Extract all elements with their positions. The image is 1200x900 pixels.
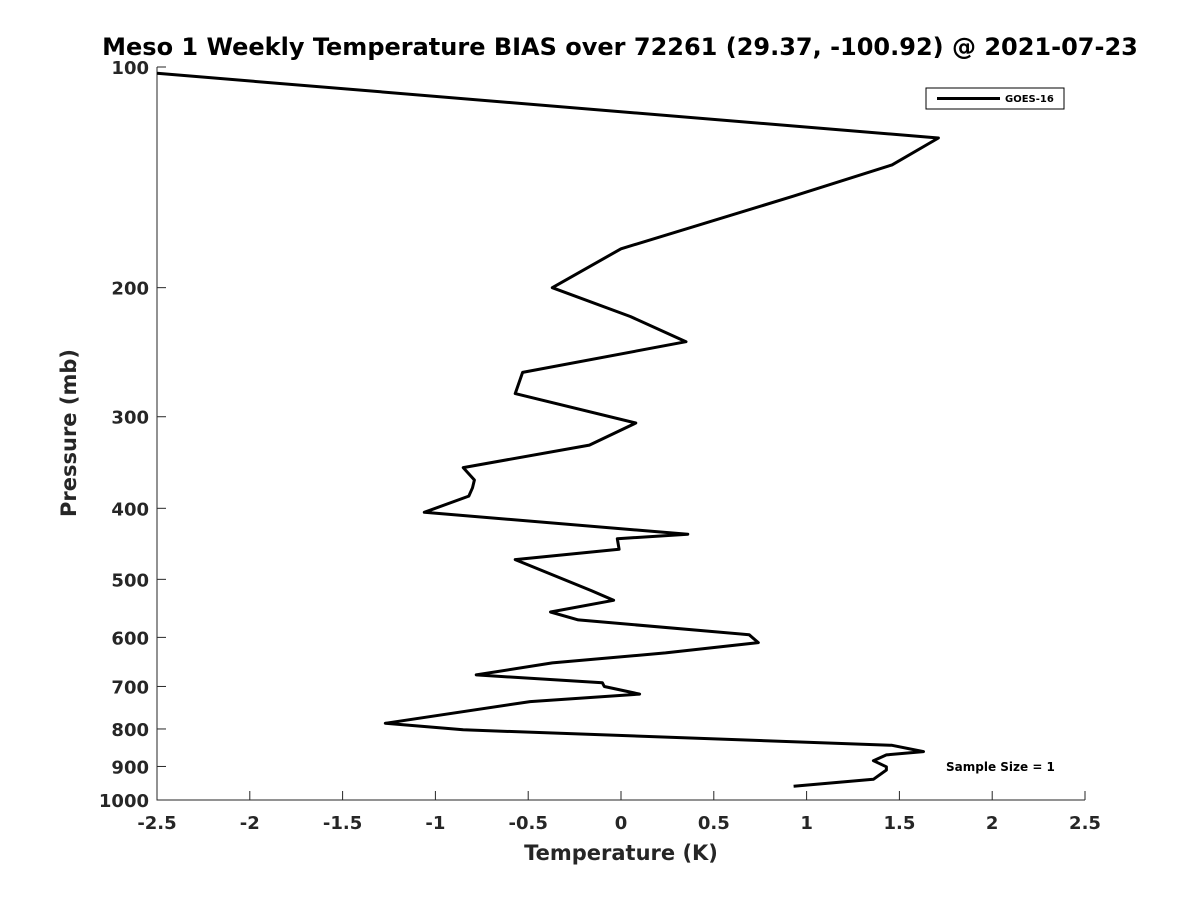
x-tick-label: 0 xyxy=(615,813,628,834)
y-tick-label: 100 xyxy=(111,58,149,79)
y-tick-label: 900 xyxy=(111,757,149,778)
x-tick-label: -1 xyxy=(425,813,445,834)
x-axis-label: Temperature (K) xyxy=(524,841,718,865)
sample-size-annotation: Sample Size = 1 xyxy=(946,760,1055,774)
y-tick-label: 800 xyxy=(111,720,149,741)
x-tick-label: -0.5 xyxy=(509,813,548,834)
series-layer xyxy=(156,71,940,788)
plot-area: -2.5 -2 -1.5 -1 -0.5 0 0.5 1 1.5 2 2.5 100 200 300 40… xyxy=(99,58,1101,834)
y-tick-label: 300 xyxy=(111,408,149,429)
y-tick-label: 600 xyxy=(111,628,149,649)
y-tick-label: 500 xyxy=(111,570,149,591)
x-tick-label: 1 xyxy=(800,813,813,834)
x-axis-ticks: -2.5 -2 -1.5 -1 -0.5 0 0.5 1 1.5 2 2.5 xyxy=(137,791,1101,834)
x-tick-label: 2.5 xyxy=(1069,813,1101,834)
y-axis-label: Pressure (mb) xyxy=(57,349,81,517)
legend-label: GOES-16 xyxy=(1005,94,1054,105)
x-tick-label: 1.5 xyxy=(883,813,915,834)
y-tick-label: 1000 xyxy=(99,791,149,812)
x-tick-label: -1.5 xyxy=(323,813,362,834)
y-tick-label: 200 xyxy=(111,279,149,300)
legend: GOES-16 xyxy=(925,87,1065,110)
y-tick-label: 400 xyxy=(111,499,149,520)
x-tick-label: 0.5 xyxy=(698,813,730,834)
y-axis-ticks: 100 200 300 400 500 600 700 800 900 1000 xyxy=(99,58,166,812)
x-tick-label: 2 xyxy=(986,813,999,834)
y-tick-label: 700 xyxy=(111,677,149,698)
chart-title: Meso 1 Weekly Temperature BIAS over 7226… xyxy=(102,33,1138,61)
x-tick-label: -2 xyxy=(240,813,260,834)
x-tick-label: -2.5 xyxy=(137,813,176,834)
series-line-goes-16 xyxy=(156,71,940,788)
